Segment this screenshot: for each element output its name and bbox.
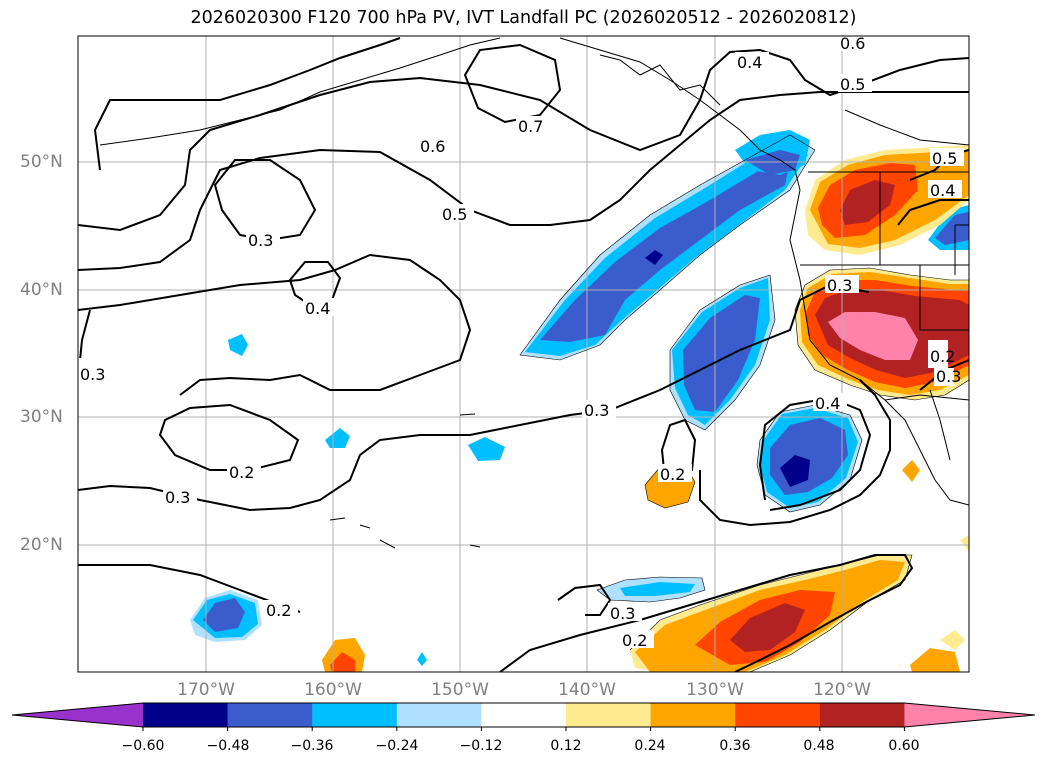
colorbar-tick-label: −0.36 (290, 738, 334, 754)
lat-label-30n: 30°N (20, 407, 63, 427)
contour-label: 0.4 (737, 53, 762, 72)
colorbar-tick-label: 0.60 (888, 738, 920, 754)
lon-label-150w: 150°W (431, 680, 489, 700)
colorbar-segment (481, 703, 567, 727)
colorbar-tick-label: −0.48 (206, 738, 250, 754)
colorbar-segment (396, 703, 482, 727)
colorbar-segment (735, 703, 821, 727)
lat-label-40n: 40°N (20, 280, 63, 300)
lon-label-120w: 120°W (813, 680, 871, 700)
lon-label-140w: 140°W (558, 680, 616, 700)
contour-label: 0.2 (930, 347, 955, 366)
contour-label: 0.3 (584, 401, 609, 420)
colorbar-tick-label: 0.48 (803, 738, 835, 754)
lat-label-20n: 20°N (20, 535, 63, 555)
contour-label: 0.5 (840, 75, 865, 94)
contour-labels: 0.6 0.5 0.4 0.7 0.6 0.5 0.5 0.4 0.3 0.4 … (78, 34, 964, 650)
lat-label-50n: 50°N (20, 152, 63, 172)
colorbar-segment (819, 703, 905, 727)
negative-shading (190, 130, 969, 666)
colorbar-segment (227, 703, 313, 727)
contour-label: 0.3 (165, 488, 190, 507)
contour-label: 0.2 (660, 465, 685, 484)
contour-label: 0.6 (840, 34, 865, 53)
contour-label: 0.2 (229, 463, 254, 482)
colorbar-segment (143, 703, 229, 727)
contour-label: 0.3 (610, 604, 635, 623)
colorbar-segment (650, 703, 736, 727)
colorbar-tick-label: 0.12 (550, 738, 582, 754)
map-title: 2026020300 F120 700 hPa PV, IVT Landfall… (190, 8, 857, 28)
colorbar-tick-label: −0.12 (459, 738, 503, 754)
colorbar-tick-label: −0.60 (121, 738, 165, 754)
contour-label: 0.6 (420, 137, 445, 156)
positive-shading (322, 145, 969, 672)
colorbar-extend-max (904, 703, 1035, 727)
contour-label: 0.2 (622, 631, 647, 650)
contour-label: 0.3 (248, 231, 273, 250)
colorbar (11, 702, 1036, 731)
pv-contours (78, 37, 969, 672)
colorbar-extend-min (12, 703, 143, 727)
contour-label: 0.7 (518, 117, 543, 136)
colorbar-tick-label: −0.24 (375, 738, 419, 754)
colorbar-segment (566, 703, 652, 727)
contour-label: 0.4 (305, 299, 330, 318)
graticule (78, 36, 969, 672)
lon-label-160w: 160°W (304, 680, 362, 700)
contour-label: 0.3 (80, 365, 105, 384)
colorbar-segment (312, 703, 398, 727)
lon-label-130w: 130°W (686, 680, 744, 700)
colorbar-tick-label: 0.24 (634, 738, 666, 754)
lon-label-170w: 170°W (177, 680, 235, 700)
coastlines (99, 37, 969, 549)
contour-label: 0.4 (815, 394, 840, 413)
plot-frame (77, 35, 970, 673)
colorbar-tick-label: 0.36 (719, 738, 751, 754)
contour-label: 0.4 (930, 181, 955, 200)
contour-label: 0.5 (932, 149, 957, 168)
contour-label: 0.3 (936, 367, 961, 386)
contour-label: 0.3 (827, 276, 852, 295)
contour-label: 0.2 (266, 601, 291, 620)
contour-label: 0.5 (442, 205, 467, 224)
